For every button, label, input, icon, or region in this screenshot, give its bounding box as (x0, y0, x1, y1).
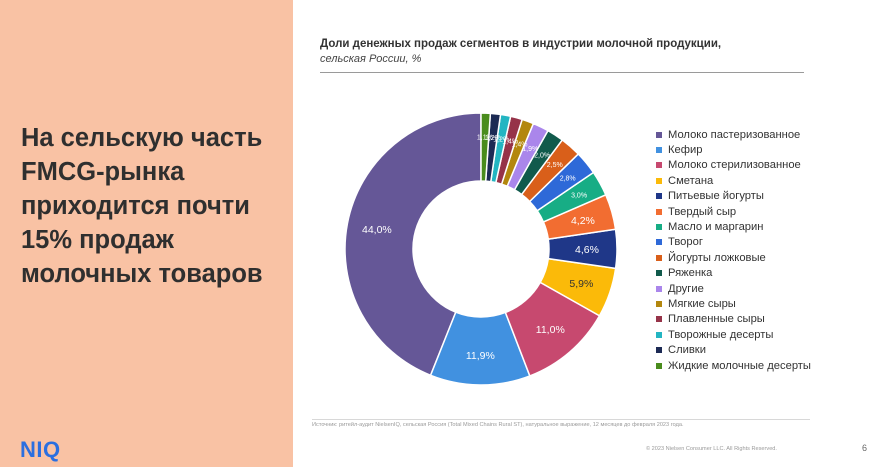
niq-logo: NIQ (20, 437, 61, 462)
legend-item: Творог (656, 235, 811, 250)
legend-label: Плавленные сыры (668, 313, 765, 326)
legend-swatch (656, 285, 662, 292)
data-label-6: 4,2% (571, 215, 595, 227)
slice-4 (539, 257, 617, 317)
slice-5 (547, 228, 618, 270)
legend-swatch (656, 162, 662, 169)
data-label-15: 1,2% (485, 135, 501, 142)
legend-label: Молоко пастеризованное (668, 128, 801, 141)
legend-item: Жидкие молочные десерты (656, 358, 811, 373)
data-label-14: 1,2% (493, 136, 509, 143)
slice-3 (504, 281, 601, 377)
data-label-2: 11,9% (466, 350, 495, 362)
chart-title: Доли денежных продаж сегментов в индустр… (320, 38, 722, 50)
data-label-8: 2,8% (560, 176, 576, 183)
legend-label: Творог (668, 236, 703, 249)
copyright: © 2023 Nielsen Consumer LLC. All Rights … (646, 446, 777, 452)
legend-swatch (656, 331, 662, 338)
legend-item: Молоко стерилизованное (656, 158, 811, 173)
legend-label: Питьевые йогурты (668, 190, 764, 203)
legend-swatch (656, 131, 662, 138)
legend-item: Кефир (656, 142, 811, 157)
legend-swatch (656, 147, 662, 154)
legend-item: Питьевые йогурты (656, 189, 811, 204)
headline: На сельскую часть FMCG-рынка приходится … (21, 124, 263, 288)
data-label-4: 5,9% (569, 278, 593, 290)
chart-legend: Молоко пастеризованное Кефир Молоко стерил… (656, 127, 811, 373)
legend-swatch (656, 316, 662, 323)
slice-6 (542, 193, 617, 240)
data-label-1: 44,0% (362, 224, 392, 236)
legend-swatch (656, 254, 662, 261)
source-note: Источник: ритейл-аудит NielsenIQ, сельск… (312, 422, 684, 428)
legend-swatch (656, 362, 662, 369)
data-label-9: 2,5% (547, 162, 563, 169)
legend-item: Сметана (656, 173, 811, 188)
legend-label: Йогурты ложковые (668, 251, 766, 264)
legend-item: Твердый сыр (656, 204, 811, 219)
legend-item: Творожные десерты (656, 327, 811, 342)
legend-swatch (656, 347, 662, 354)
legend-swatch (656, 300, 662, 307)
legend-label: Ряженка (668, 267, 713, 280)
legend-label: Масло и маргарин (668, 221, 764, 234)
data-label-7: 3,0% (571, 192, 587, 199)
slice-2 (429, 311, 531, 386)
legend-item: Мягкие сыры (656, 296, 811, 311)
data-label-12: 1,4% (512, 141, 528, 148)
legend-label: Сливки (668, 344, 706, 357)
legend-item: Молоко пастеризованное (656, 127, 811, 142)
legend-item: Масло и маргарин (656, 219, 811, 234)
legend-label: Молоко стерилизованное (668, 159, 801, 172)
legend-label: Кефир (668, 144, 703, 157)
left-panel: На сельскую часть FMCG-рынка приходится … (0, 0, 293, 467)
slice-16 (480, 112, 492, 182)
legend-label: Жидкие молочные десерты (668, 359, 811, 372)
legend-item: Другие (656, 281, 811, 296)
legend-label: Сметана (668, 174, 714, 187)
data-label-13: 1,4% (502, 138, 518, 145)
legend-swatch (656, 224, 662, 231)
legend-item: Сливки (656, 342, 811, 357)
data-label-16: 1,1% (477, 135, 493, 142)
data-label-3: 11,0% (536, 324, 565, 336)
legend-swatch (656, 239, 662, 246)
legend-swatch (656, 270, 662, 277)
legend-item: Йогурты ложковые (656, 250, 811, 265)
source-divider (312, 419, 810, 420)
legend-item: Ряженка (656, 266, 811, 281)
legend-label: Творожные десерты (668, 328, 774, 341)
chart-subtitle: сельская России, % (320, 53, 422, 65)
legend-label: Твердый сыр (668, 205, 737, 218)
legend-item: Плавленные сыры (656, 312, 811, 327)
slice-9 (520, 138, 580, 203)
legend-label: Мягкие сыры (668, 297, 736, 310)
legend-swatch (656, 208, 662, 215)
data-label-11: 1,9% (522, 146, 538, 153)
slice-8 (528, 152, 595, 212)
legend-swatch (656, 177, 662, 184)
legend-swatch (656, 193, 662, 200)
legend-label: Другие (668, 282, 704, 295)
data-label-5: 4,6% (575, 244, 599, 256)
slice-7 (536, 171, 607, 223)
data-label-10: 2,0% (534, 153, 550, 160)
slice-1 (344, 112, 482, 377)
title-divider (320, 72, 804, 73)
page-number: 6 (862, 443, 868, 453)
